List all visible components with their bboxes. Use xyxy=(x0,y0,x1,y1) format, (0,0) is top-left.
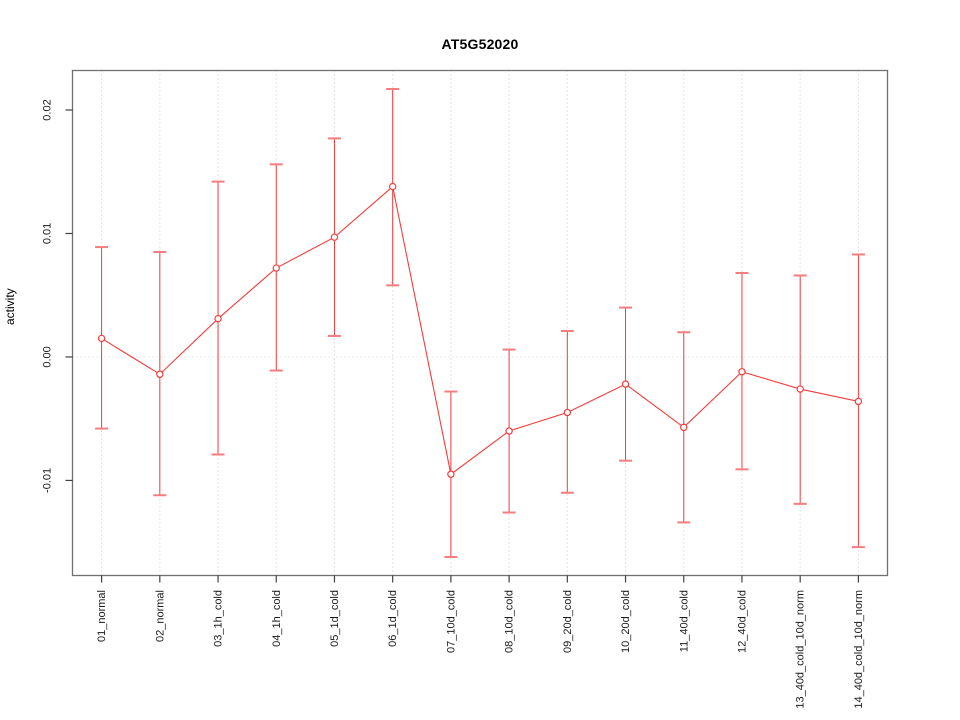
data-point xyxy=(563,408,572,417)
data-point xyxy=(505,427,513,435)
x-tick-label: 09_20d_cold xyxy=(562,590,574,653)
data-point xyxy=(680,423,688,432)
series-line xyxy=(101,185,859,476)
x-tick-label: 11_40d_cold xyxy=(678,590,690,652)
x-tick-label: 01_normal xyxy=(96,590,108,642)
plot-box xyxy=(71,69,889,577)
y-tick-label: 0.00 xyxy=(42,346,54,367)
x-tick-label: 03_1h_cold xyxy=(213,590,225,647)
x-tick-label: 13_40d_cold_10d_norm xyxy=(795,590,807,709)
x-tick-label: 02_normal xyxy=(154,590,166,642)
data-point xyxy=(738,368,746,376)
y-tick-label: 0.01 xyxy=(42,223,54,244)
data-point xyxy=(796,385,804,393)
x-tick-label: 06_1d_cold xyxy=(387,590,399,647)
x-tick-label: 12_40d_cold xyxy=(736,590,748,653)
y-tick-label: -0.01 xyxy=(42,468,54,493)
x-tick-label: 14_40d_cold_10d_norm xyxy=(853,590,865,709)
x-tick-label: 08_10d_cold xyxy=(504,590,516,653)
data-point xyxy=(388,182,397,191)
data-point xyxy=(97,334,106,343)
data-point xyxy=(156,370,164,378)
x-tick-label: 05_1d_cold xyxy=(329,590,341,647)
data-point xyxy=(621,380,630,388)
data-point xyxy=(854,397,863,406)
data-point xyxy=(214,314,222,323)
chart-title: AT5G52020 xyxy=(441,36,519,52)
x-tick-label: 04_1h_cold xyxy=(271,590,283,647)
data-point xyxy=(272,264,280,272)
data-point xyxy=(447,470,455,478)
x-tick-label: 10_20d_cold xyxy=(620,590,632,653)
x-tick-label: 07_10d_cold xyxy=(445,590,457,653)
y-tick-label: 0.02 xyxy=(42,99,54,120)
data-point xyxy=(330,233,339,241)
